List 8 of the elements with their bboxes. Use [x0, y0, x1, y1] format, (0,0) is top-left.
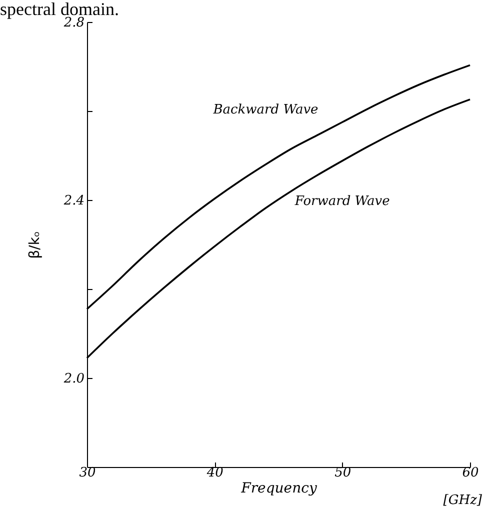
series-label: Backward Wave — [212, 102, 319, 118]
series-label: Forward Wave — [294, 194, 390, 209]
y-tick-label: 2.8 — [62, 16, 84, 30]
text: [GHz] — [443, 493, 483, 507]
y-tick-label: 2.4 — [62, 194, 84, 208]
y-axis-title: β/kₒ — [26, 231, 43, 259]
x-axis-title: Frequency — [240, 480, 318, 496]
y-tick-label: 2.0 — [62, 372, 84, 386]
